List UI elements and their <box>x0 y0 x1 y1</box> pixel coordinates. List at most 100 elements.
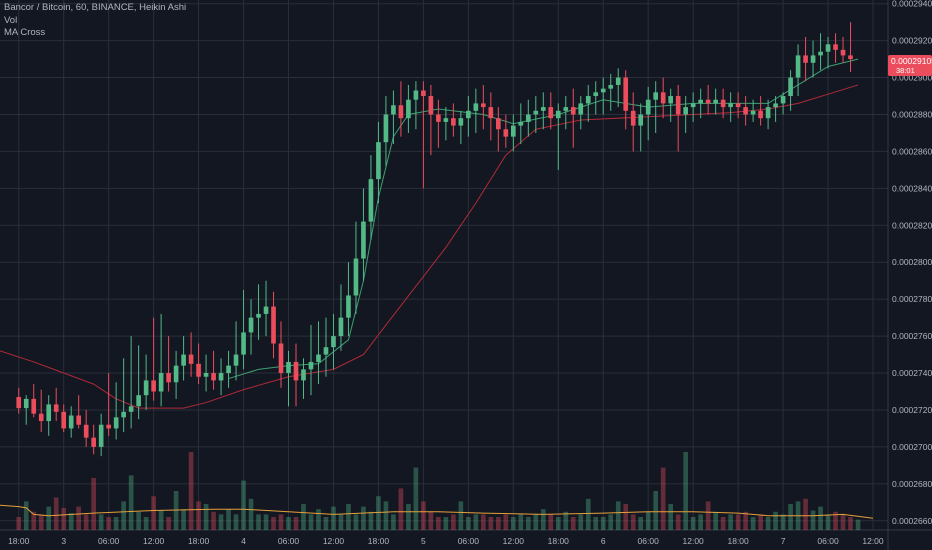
candle-body <box>645 99 651 115</box>
volume-bar <box>510 517 516 530</box>
time-tick-label: 12:00 <box>323 536 345 546</box>
volume-bar <box>278 514 284 530</box>
volume-bar <box>256 514 261 530</box>
volume-ma-line <box>0 504 874 519</box>
volume-bar <box>451 514 456 530</box>
symbol-title[interactable]: Bancor / Bitcoin, 60, BINANCE, Heikin As… <box>4 2 187 13</box>
candle-body <box>518 121 524 126</box>
candle-body <box>98 424 104 447</box>
candle-body <box>173 365 179 383</box>
volume-bar <box>271 517 276 530</box>
candle-body <box>76 415 82 425</box>
volume-bar <box>803 498 808 530</box>
candle-body <box>38 413 44 422</box>
candle-body <box>331 336 336 348</box>
time-tick-label: 18:00 <box>8 536 30 546</box>
time-tick-label: 4 <box>241 536 246 546</box>
volume-bar <box>578 514 584 530</box>
volume-bar <box>38 514 44 530</box>
candle-body <box>735 103 741 108</box>
volume-bar <box>361 506 366 530</box>
volume-bar <box>563 511 569 530</box>
time-tick-label: 12:00 <box>503 536 525 546</box>
volume-bar <box>376 496 381 530</box>
volume-bar <box>683 452 688 530</box>
candle-body <box>750 110 756 115</box>
volume-bar <box>660 467 666 530</box>
volume-bar <box>241 480 246 530</box>
volume-bar <box>158 510 164 530</box>
volume-bar <box>46 506 52 530</box>
time-tick-label: 7 <box>781 536 786 546</box>
candle-body <box>593 92 599 97</box>
volume-bar <box>698 514 703 530</box>
volume-bar <box>181 509 186 530</box>
volume-bar <box>653 491 659 530</box>
candle-body <box>31 398 37 414</box>
candle-body <box>540 107 546 111</box>
candle-body <box>83 424 89 438</box>
candle-body <box>136 395 141 407</box>
volume-bar <box>488 517 494 530</box>
volume-bar <box>570 517 576 530</box>
time-tick-label: 12:00 <box>683 536 705 546</box>
volume-bar <box>720 517 726 530</box>
volume-bar <box>675 514 681 530</box>
volume-bar <box>788 504 793 530</box>
candle-body <box>233 354 239 366</box>
candle-body <box>600 88 606 93</box>
candle-body <box>555 110 561 119</box>
time-axis[interactable]: 18:00 3 06:00 12:00 18:00 4 06:00 12:00 18:00 5 06… <box>8 536 884 546</box>
volume-bar <box>316 509 321 530</box>
candle-body <box>668 96 674 104</box>
volume-bar <box>421 501 426 530</box>
volume-bar <box>735 514 741 530</box>
candle-body <box>563 107 569 111</box>
candle-body <box>316 354 321 362</box>
time-tick-label: 18:00 <box>368 536 390 546</box>
ma-slow <box>0 84 859 409</box>
candle-body <box>278 343 284 374</box>
volume-bar <box>540 509 546 530</box>
indicator-vol-label[interactable]: Vol <box>4 14 18 26</box>
volume-bar <box>218 514 224 530</box>
volume-bar <box>630 514 636 530</box>
candle-body <box>91 437 96 447</box>
volume-bar <box>555 517 561 530</box>
chart-legend[interactable]: Bancor / Bitcoin, 60, BINANCE, Heikin As… <box>4 2 186 40</box>
candle-body <box>391 105 396 115</box>
candle-body <box>630 110 636 126</box>
volume-bar <box>473 514 479 530</box>
volume-bar <box>503 514 509 530</box>
candle-body <box>151 380 156 392</box>
price-tag-price: 0.00029105 <box>891 56 932 66</box>
candle-body <box>413 90 419 100</box>
volume-bar <box>668 504 674 530</box>
volume-bar <box>638 517 644 530</box>
time-tick-label: 18:00 <box>548 536 570 546</box>
candle-body <box>106 424 111 429</box>
time-tick-label: 06:00 <box>278 536 300 546</box>
candle-body <box>383 114 389 143</box>
volume-bar <box>525 517 531 530</box>
candle-body <box>166 373 171 383</box>
candle-body <box>286 361 291 374</box>
volume-bar <box>308 514 314 530</box>
candle-body <box>421 90 426 97</box>
candle-body <box>473 103 479 111</box>
volume-bar <box>83 514 89 530</box>
indicator-ma-cross-label[interactable]: MA Cross <box>4 27 46 38</box>
volume-bar <box>353 514 359 530</box>
